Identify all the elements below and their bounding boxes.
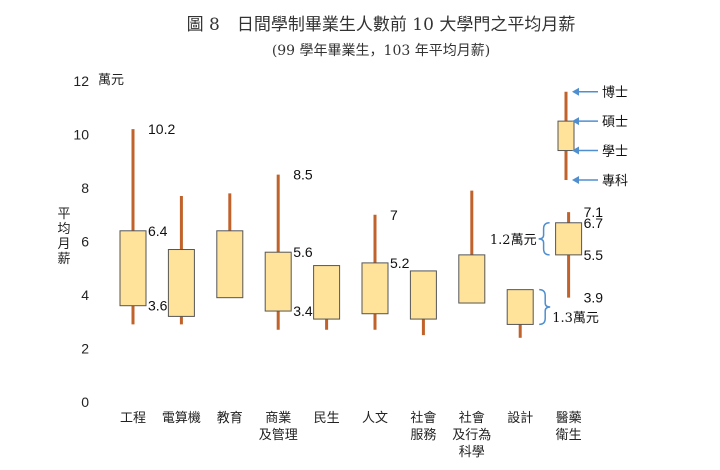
y-axis-ticks: 0 2 4 6 8 10 12 (73, 73, 89, 410)
data-label: 6.7 (584, 215, 604, 231)
category-label-line: 及管理 (259, 428, 298, 443)
y-tick-label: 0 (81, 394, 89, 410)
category-label: 民生 (314, 411, 340, 426)
data-label: 7 (390, 207, 398, 223)
category-label: 社會及行為科學 (452, 410, 491, 460)
category-label-line: 科學 (459, 445, 485, 460)
data-label: 3.9 (584, 290, 604, 306)
salary-box (409, 270, 437, 320)
category-label-line: 工程 (120, 411, 146, 426)
data-label: 5.2 (390, 255, 410, 271)
category-label-line: 民生 (314, 411, 340, 426)
data-label: 3.4 (293, 303, 313, 319)
category-label-line: 商業 (265, 410, 291, 426)
salary-box (167, 249, 195, 317)
y-axis-unit: 萬元 (98, 73, 124, 88)
y-axis-label-char: 薪 (57, 252, 70, 267)
category-label-line: 衛生 (556, 428, 582, 443)
category-label: 社會服務 (410, 410, 436, 443)
salary-box (216, 230, 244, 299)
category-label: 電算機 (162, 411, 201, 426)
data-label: 5.6 (293, 244, 313, 260)
legend-arrowhead (572, 117, 579, 126)
legend-label: 碩士 (602, 115, 628, 130)
category-label-line: 教育 (217, 410, 243, 426)
gap-annotation: 1.2萬元 (490, 233, 537, 248)
chart-title: 圖 8 日間學制畢業生人數前 10 大學門之平均月薪 (187, 15, 576, 35)
legend-label: 博士 (602, 86, 628, 101)
salary-box (361, 262, 389, 315)
category-label-line: 社會 (459, 410, 485, 426)
category-label-line: 人文 (362, 411, 388, 426)
category-label-line: 設計 (507, 410, 533, 426)
y-axis-label-char: 月 (57, 237, 70, 252)
legend-arrowhead (572, 175, 579, 184)
gap-annotation: 1.3萬元 (552, 311, 599, 326)
category-label: 教育 (217, 410, 243, 426)
category-label: 工程 (120, 411, 146, 426)
y-tick-label: 6 (81, 234, 89, 250)
salary-box (313, 265, 341, 320)
y-axis-label: 平均月薪 (57, 207, 70, 267)
salary-box (458, 254, 486, 304)
gap-bracket (538, 222, 550, 256)
data-label: 5.5 (584, 247, 604, 263)
legend-label: 學士 (602, 145, 628, 160)
y-tick-label: 10 (73, 127, 89, 143)
legend-arrowhead (572, 87, 579, 96)
category-label-line: 服務 (410, 428, 436, 443)
chart-subtitle: (99 學年畢業生，103 年平均月薪) (272, 43, 490, 59)
legend-label: 專科 (602, 174, 628, 189)
box-series (119, 129, 583, 338)
data-label: 8.5 (293, 167, 313, 183)
salary-box (555, 222, 583, 256)
category-label: 設計 (507, 410, 533, 426)
legend-box (557, 120, 575, 152)
category-label: 醫藥衛生 (556, 411, 582, 443)
salary-box (264, 251, 292, 312)
data-label: 6.4 (148, 223, 168, 239)
data-labels: 10.2 6.4 3.6 8.5 5.6 3.4 7 5.2 7.16.7 5.5 3.9 (148, 121, 603, 319)
y-axis-label-char: 均 (57, 222, 70, 237)
gap-bracket (539, 288, 551, 326)
y-tick-label: 8 (81, 180, 89, 196)
legend-arrowhead (572, 146, 579, 155)
category-label: 商業及管理 (259, 410, 298, 443)
salary-box (506, 289, 534, 325)
y-tick-label: 2 (81, 341, 89, 357)
salary-box (119, 230, 147, 307)
category-label-line: 及行為 (452, 427, 491, 443)
y-axis-label-char: 平 (57, 207, 70, 222)
category-label: 人文 (362, 411, 388, 426)
data-label: 7.1 (584, 204, 604, 220)
gap-annotations: 1.2萬元 1.3萬元 (490, 222, 599, 326)
y-tick-label: 4 (81, 287, 89, 303)
data-label: 10.2 (148, 121, 175, 137)
category-label-line: 社會 (410, 410, 436, 426)
category-label-line: 醫藥 (556, 411, 582, 426)
y-tick-label: 12 (73, 73, 89, 89)
data-label: 3.6 (148, 298, 168, 314)
category-label-line: 電算機 (162, 411, 201, 426)
